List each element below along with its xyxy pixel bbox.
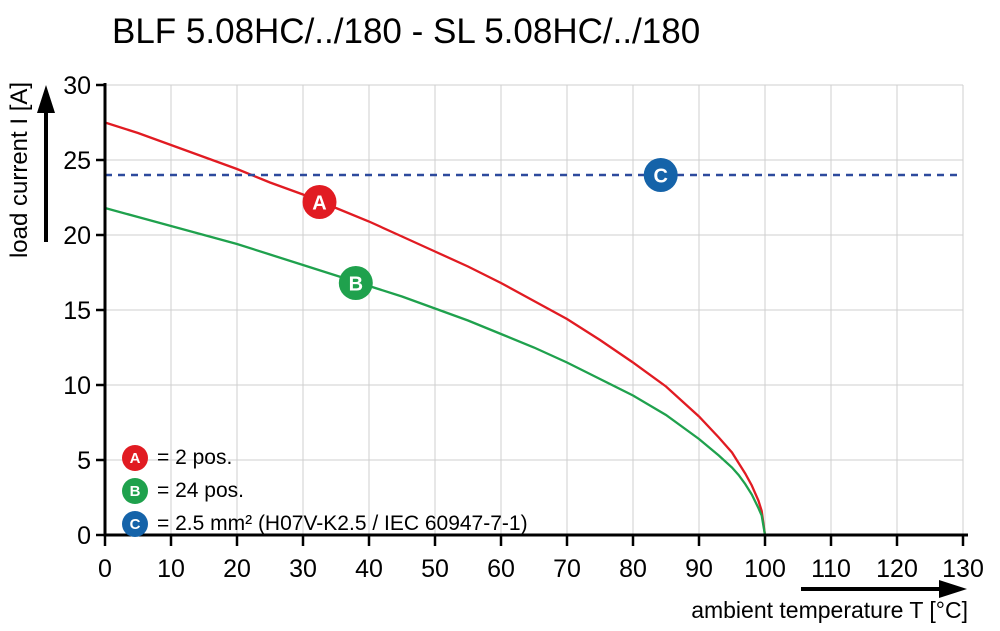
y-tick-label: 30 [63,72,91,100]
marker-A: A [302,185,337,219]
x-tick-label: 50 [421,555,449,583]
y-axis-label: load current I [A] [6,81,33,259]
x-tick-label: 60 [487,555,515,583]
y-tick-label: 20 [63,222,91,250]
legend-marker-a-icon: A [122,445,148,471]
x-tick-label: 10 [157,555,185,583]
x-tick-label: 120 [876,555,918,583]
marker-letter: C [653,166,667,188]
x-tick-label: 40 [355,555,383,583]
marker-letter: A [312,193,326,215]
y-tick-label: 10 [63,372,91,400]
legend-item-a: A = 2 pos. [122,445,528,471]
series-B-curve [104,206,767,536]
y-tick-label: 15 [63,297,91,325]
x-tick-label: 80 [619,555,647,583]
y-axis-arrow-icon [37,85,55,242]
grid [105,84,964,535]
x-tick-label: 0 [98,555,112,583]
legend-label-c: = 2.5 mm² (H07V-K2.5 / IEC 60947-7-1) [157,512,528,535]
series-A-curve [104,121,767,536]
chart-title: BLF 5.08HC/../180 - SL 5.08HC/../180 [112,12,701,51]
x-axis-arrow-icon [801,580,967,598]
legend-label-a: = 2 pos. [157,446,233,469]
legend-label-b: = 24 pos. [157,479,244,502]
legend-item-c: C = 2.5 mm² (H07V-K2.5 / IEC 60947-7-1) [122,511,528,537]
legend-item-b: B = 24 pos. [122,478,528,504]
marker-B: B [338,266,373,300]
tick-labels: 0 10 20 30 40 50 60 70 80 90 100 110 120 130 0 5 10 15 20 2… [63,72,984,583]
x-tick-label: 20 [223,555,251,583]
marker-C: C [643,158,678,192]
legend-marker-b-icon: B [122,478,148,504]
marker-letter: B [349,274,363,296]
x-tick-label: 130 [942,555,984,583]
x-tick-label: 100 [744,555,786,583]
y-tick-label: 25 [63,147,91,175]
x-tick-label: 70 [553,555,581,583]
y-tick-label: 5 [77,447,91,475]
x-tick-label: 30 [289,555,317,583]
y-tick-label: 0 [77,522,91,550]
x-tick-label: 110 [811,555,851,583]
x-tick-label: 90 [685,555,713,583]
legend-marker-c-icon: C [122,511,148,537]
legend: A = 2 pos. B = 24 pos. C = 2.5 mm² (H07V… [122,445,528,537]
tick-marks [96,83,965,546]
x-axis-label: ambient temperature T [°C] [691,597,968,623]
